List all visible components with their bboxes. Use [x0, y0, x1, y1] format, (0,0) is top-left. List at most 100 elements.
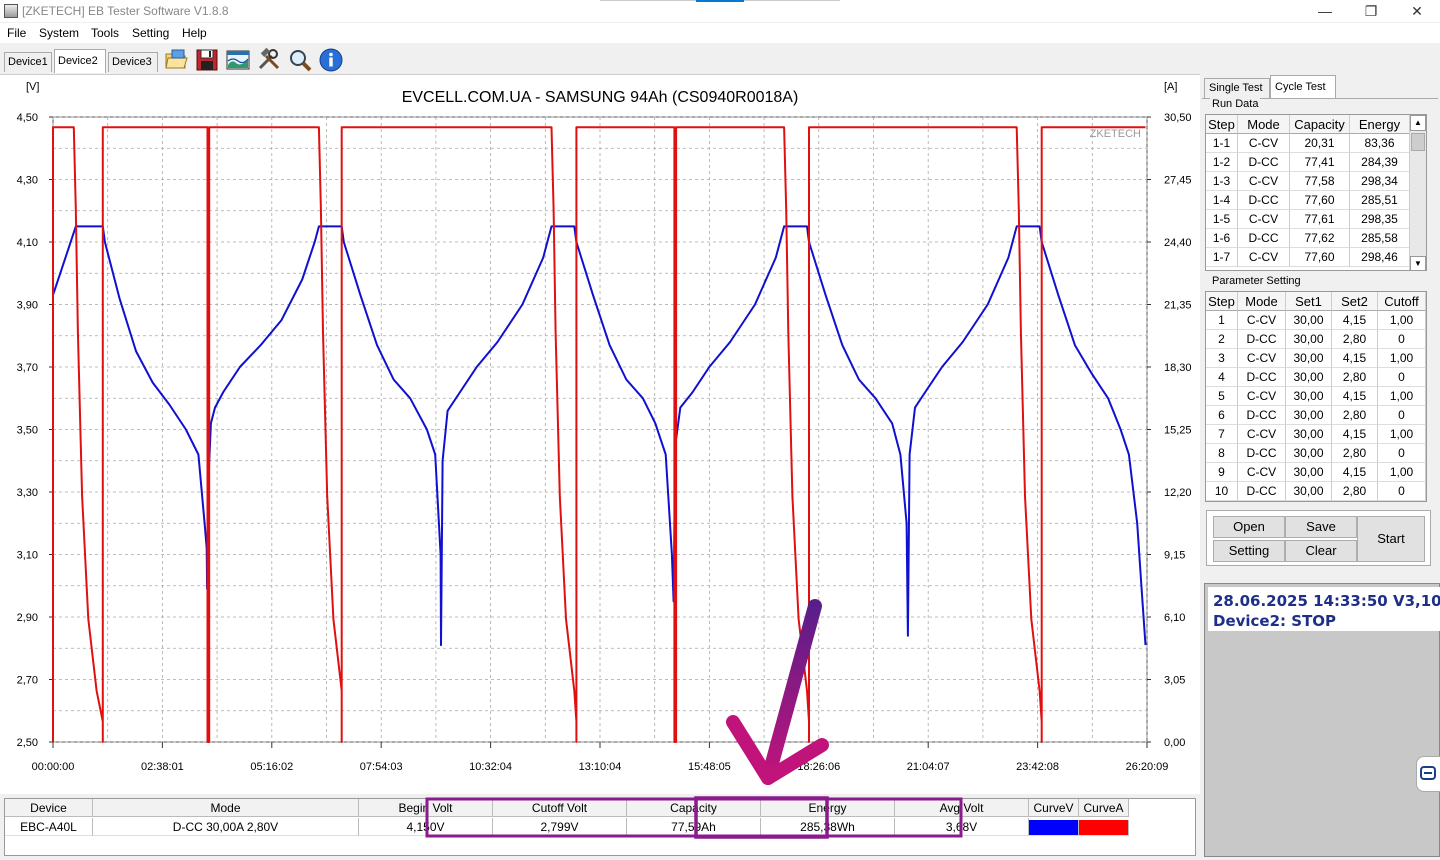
value-device: EBC-A40L — [5, 818, 93, 836]
run-data-table[interactable]: Step Mode Capacity Energy 1-1 C-CV 20,31 83,36 1… — [1205, 114, 1427, 271]
right-tick-label: 24,40 — [1164, 237, 1192, 249]
run-data-scrollbar[interactable]: ▲ ▼ — [1409, 115, 1426, 270]
cell-cutoff: 0 — [1378, 482, 1426, 501]
right-axis-unit: [A] — [1164, 81, 1177, 93]
cell-cutoff: 1,00 — [1378, 463, 1426, 482]
scroll-up-icon[interactable]: ▲ — [1410, 115, 1426, 131]
cell-set2: 2,80 — [1332, 368, 1378, 387]
cell-set2: 4,15 — [1332, 311, 1378, 330]
run-data-label: Run Data — [1210, 98, 1261, 110]
cell-cutoff: 0 — [1378, 406, 1426, 425]
x-tick-label: 02:38:01 — [141, 761, 184, 773]
open-button[interactable]: Open — [1213, 516, 1285, 538]
cell-step: 1-3 — [1206, 172, 1238, 191]
app-icon — [4, 4, 18, 18]
menu-help[interactable]: Help — [182, 26, 207, 40]
header-avg-volt: Avg Volt — [895, 799, 1029, 817]
header-step: Step — [1206, 115, 1238, 134]
header-set1: Set1 — [1286, 292, 1332, 311]
cell-step: 3 — [1206, 349, 1238, 368]
tab-device3[interactable]: Device3 — [108, 52, 158, 72]
zoom-icon[interactable] — [287, 47, 313, 73]
menu-system[interactable]: System — [39, 26, 80, 40]
right-tick-label: 15,25 — [1164, 425, 1192, 437]
cell-energy: 298,46 — [1350, 248, 1410, 267]
menu-setting[interactable]: Setting — [132, 26, 170, 40]
cell-set1: 30,00 — [1286, 425, 1332, 444]
cell-energy: 285,51 — [1350, 191, 1410, 210]
side-drawer-handle[interactable] — [1416, 756, 1440, 792]
right-tick-label: 12,20 — [1164, 487, 1192, 499]
chart-watermark: ZKETECH — [1090, 128, 1141, 140]
tab-device1[interactable]: Device1 — [4, 52, 52, 72]
drawer-icon — [1420, 766, 1436, 780]
header-cutoff: Cutoff — [1378, 292, 1426, 311]
cell-step: 4 — [1206, 368, 1238, 387]
cell-capacity: 77,60 — [1290, 248, 1350, 267]
scroll-down-icon[interactable]: ▼ — [1410, 256, 1426, 270]
cell-step: 1-4 — [1206, 191, 1238, 210]
info-icon[interactable] — [318, 47, 344, 73]
left-tick-label: 3,50 — [17, 425, 38, 437]
save-button[interactable]: Save — [1285, 516, 1357, 538]
tools-icon[interactable] — [256, 47, 282, 73]
cell-set2: 2,80 — [1332, 444, 1378, 463]
left-tick-label: 4,50 — [17, 112, 38, 124]
cell-energy: 284,39 — [1350, 153, 1410, 172]
menu-tools[interactable]: Tools — [91, 26, 120, 40]
chart-title: EVCELL.COM.UA - SAMSUNG 94Ah (CS0940R001… — [402, 89, 799, 106]
right-tick-label: 0,00 — [1164, 737, 1185, 749]
cell-mode: C-CV — [1238, 210, 1290, 229]
cell-step: 1-2 — [1206, 153, 1238, 172]
right-tick-label: 27,45 — [1164, 175, 1192, 187]
cell-set1: 30,00 — [1286, 406, 1332, 425]
left-tick-label: 2,50 — [17, 737, 38, 749]
cell-set2: 2,80 — [1332, 330, 1378, 349]
header-mode: Mode — [1238, 292, 1286, 311]
cell-set2: 2,80 — [1332, 406, 1378, 425]
maximize-button[interactable]: ❐ — [1364, 2, 1378, 19]
menu-file[interactable]: File — [7, 26, 27, 40]
cell-set1: 30,00 — [1286, 444, 1332, 463]
cell-cutoff: 1,00 — [1378, 425, 1426, 444]
value-begin-volt: 4,150V — [359, 818, 493, 836]
setting-button[interactable]: Setting — [1213, 540, 1285, 562]
tab-cycle-test[interactable]: Cycle Test — [1270, 75, 1336, 98]
x-tick-label: 07:54:03 — [360, 761, 403, 773]
x-tick-label: 05:16:02 — [250, 761, 293, 773]
start-button[interactable]: Start — [1357, 516, 1425, 562]
clear-button[interactable]: Clear — [1285, 540, 1357, 562]
tab-single-test[interactable]: Single Test — [1204, 78, 1270, 98]
cell-mode: D-CC — [1238, 191, 1290, 210]
save-disk-icon[interactable] — [194, 47, 220, 73]
chart-area: 4,50 4,30 4,10 3,90 3,70 3,50 3,30 3,10 2,90 2,70… — [0, 74, 1200, 794]
cell-step: 5 — [1206, 387, 1238, 406]
cell-step: 1 — [1206, 311, 1238, 330]
cell-set2: 4,15 — [1332, 425, 1378, 444]
cell-mode: D-CC — [1238, 482, 1286, 501]
parameter-setting-table[interactable]: Step Mode Set1 Set2 Cutoff 1 C-CV 30,00 4,15 1,00… — [1205, 291, 1427, 502]
cell-mode: D-CC — [1238, 153, 1290, 172]
scroll-thumb[interactable] — [1411, 133, 1425, 151]
status-panel: 28.06.2025 14:33:50 V3,10 Device2: STOP — [1204, 583, 1440, 857]
close-button[interactable]: ✕ — [1411, 2, 1423, 19]
cell-step: 1-7 — [1206, 248, 1238, 267]
cell-energy: 298,34 — [1350, 172, 1410, 191]
minimize-button[interactable]: — — [1318, 3, 1332, 19]
menu-bar: File System Tools Setting Help — [0, 23, 1440, 43]
cell-mode: C-CV — [1238, 349, 1286, 368]
status-display: 28.06.2025 14:33:50 V3,10 Device2: STOP — [1208, 587, 1440, 631]
cell-capacity: 77,62 — [1290, 229, 1350, 248]
cell-mode: C-CV — [1238, 387, 1286, 406]
open-folder-icon[interactable] — [163, 47, 189, 73]
chart-image-icon[interactable] — [225, 47, 251, 73]
cell-step: 9 — [1206, 463, 1238, 482]
cell-cutoff: 0 — [1378, 330, 1426, 349]
cell-energy: 298,35 — [1350, 210, 1410, 229]
cell-step: 1-6 — [1206, 229, 1238, 248]
x-tick-label: 18:26:06 — [797, 761, 840, 773]
cell-step: 2 — [1206, 330, 1238, 349]
tab-device2[interactable]: Device2 — [54, 49, 106, 73]
tab-divider — [1202, 98, 1438, 99]
cell-set1: 30,00 — [1286, 311, 1332, 330]
